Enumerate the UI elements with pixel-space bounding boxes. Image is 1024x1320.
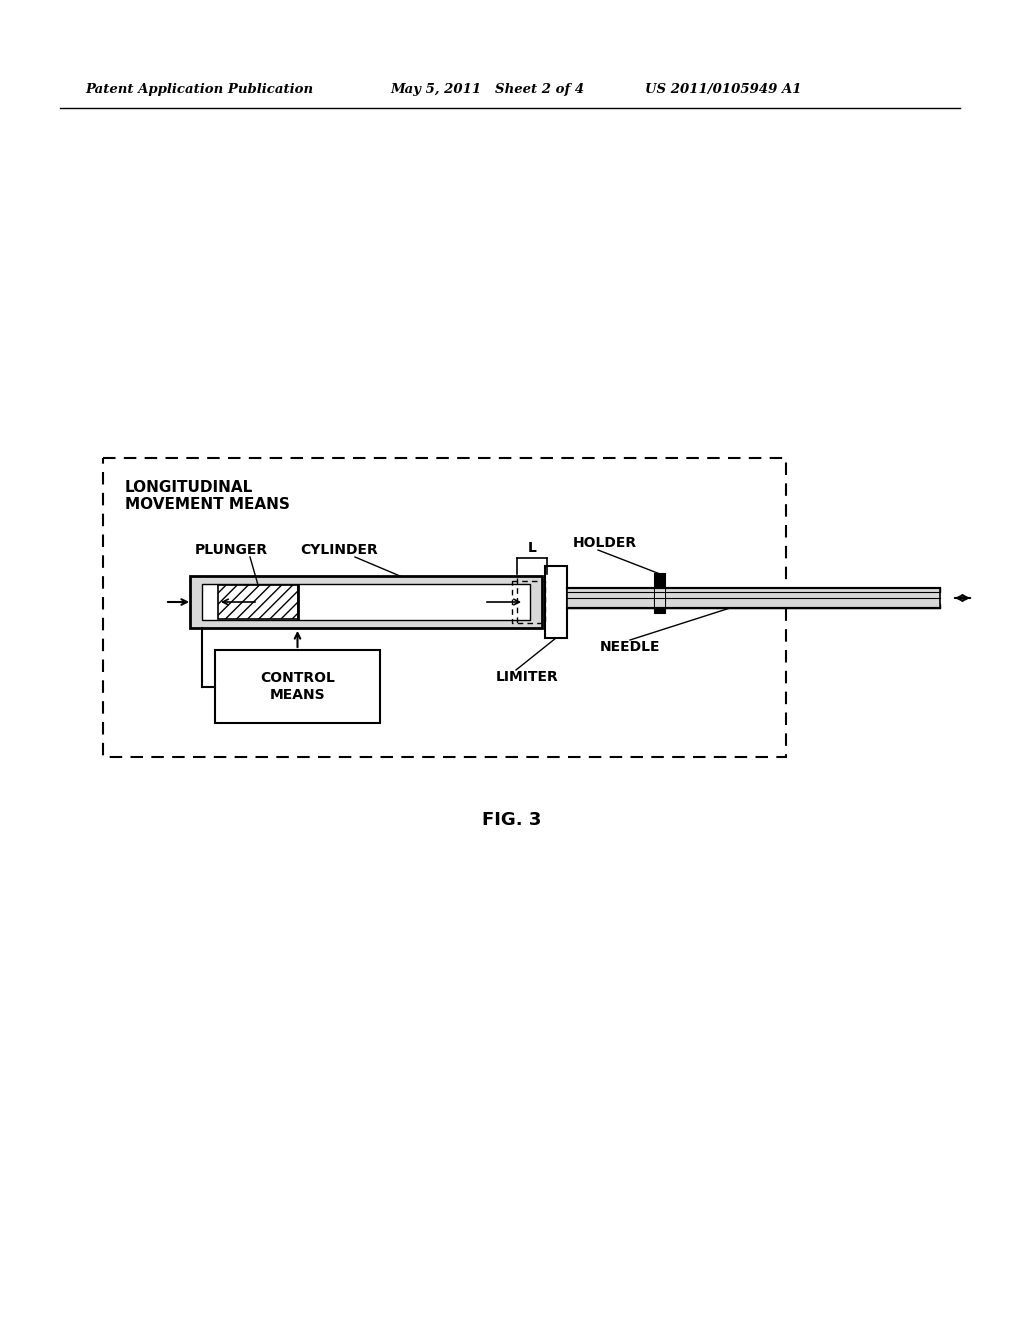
Text: CONTROL
MEANS: CONTROL MEANS — [260, 672, 335, 702]
Text: LONGITUDINAL
MOVEMENT MEANS: LONGITUDINAL MOVEMENT MEANS — [125, 480, 290, 512]
Text: US 2011/0105949 A1: US 2011/0105949 A1 — [645, 83, 802, 96]
Bar — [655, 587, 665, 609]
Bar — [190, 576, 542, 628]
Text: HOLDER: HOLDER — [573, 536, 637, 550]
Text: May 5, 2011   Sheet 2 of 4: May 5, 2011 Sheet 2 of 4 — [390, 83, 584, 96]
Bar — [202, 583, 530, 620]
Text: CYLINDER: CYLINDER — [300, 543, 378, 557]
Text: LIMITER: LIMITER — [496, 671, 559, 684]
Bar — [567, 587, 940, 591]
Text: PLUNGER: PLUNGER — [195, 543, 268, 557]
Text: L: L — [527, 541, 537, 554]
Bar — [545, 566, 567, 638]
Text: Patent Application Publication: Patent Application Publication — [85, 83, 313, 96]
Text: NEEDLE: NEEDLE — [600, 640, 660, 653]
Text: FIG. 3: FIG. 3 — [482, 810, 542, 829]
Bar — [215, 649, 380, 723]
Bar — [512, 581, 545, 623]
Bar — [567, 605, 940, 609]
Bar — [103, 458, 786, 756]
Bar — [655, 574, 665, 612]
Bar — [218, 585, 298, 619]
Bar — [567, 587, 940, 609]
